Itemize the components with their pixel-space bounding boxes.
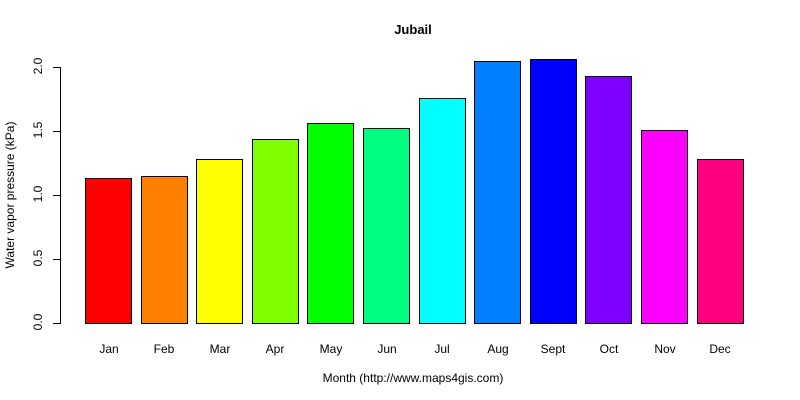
bar-nov [641,130,688,324]
bar-dec [697,159,744,324]
x-tick-label: Mar [209,342,231,356]
chart-title: Jubail [394,22,432,37]
x-axis-label: Month (http://www.maps4gis.com) [322,371,504,385]
bar-apr [252,139,299,324]
y-tick-mark [53,195,61,196]
x-tick-label: Jul [434,342,450,356]
x-tick-label: Jun [377,342,397,356]
y-tick-mark [53,67,61,68]
y-tick-label: 1.0 [31,185,45,203]
bar-jan [85,178,132,324]
bar-aug [474,61,521,324]
y-tick-label: 0.5 [31,249,45,267]
y-tick-mark [53,323,61,324]
x-tick-label: Oct [599,342,619,356]
x-tick-label: Apr [265,342,285,356]
y-tick-label: 0.0 [31,313,45,331]
bar-jun [363,128,410,324]
bar-feb [141,176,188,324]
x-tick-label: Sept [540,342,566,356]
y-tick-mark [53,131,61,132]
y-tick-mark [53,259,61,260]
x-tick-label: Aug [487,342,509,356]
x-tick-label: Feb [153,342,175,356]
y-tick-label: 2.0 [31,57,45,75]
x-tick-label: Nov [654,342,676,356]
bar-sept [530,59,577,324]
y-tick-label: 1.5 [31,121,45,139]
bar-oct [585,76,632,324]
bar-may [307,123,354,324]
bar-jul [419,98,466,324]
x-tick-label: May [319,342,343,356]
bar-mar [196,159,243,324]
x-tick-label: Dec [709,342,731,356]
x-tick-label: Jan [99,342,119,356]
